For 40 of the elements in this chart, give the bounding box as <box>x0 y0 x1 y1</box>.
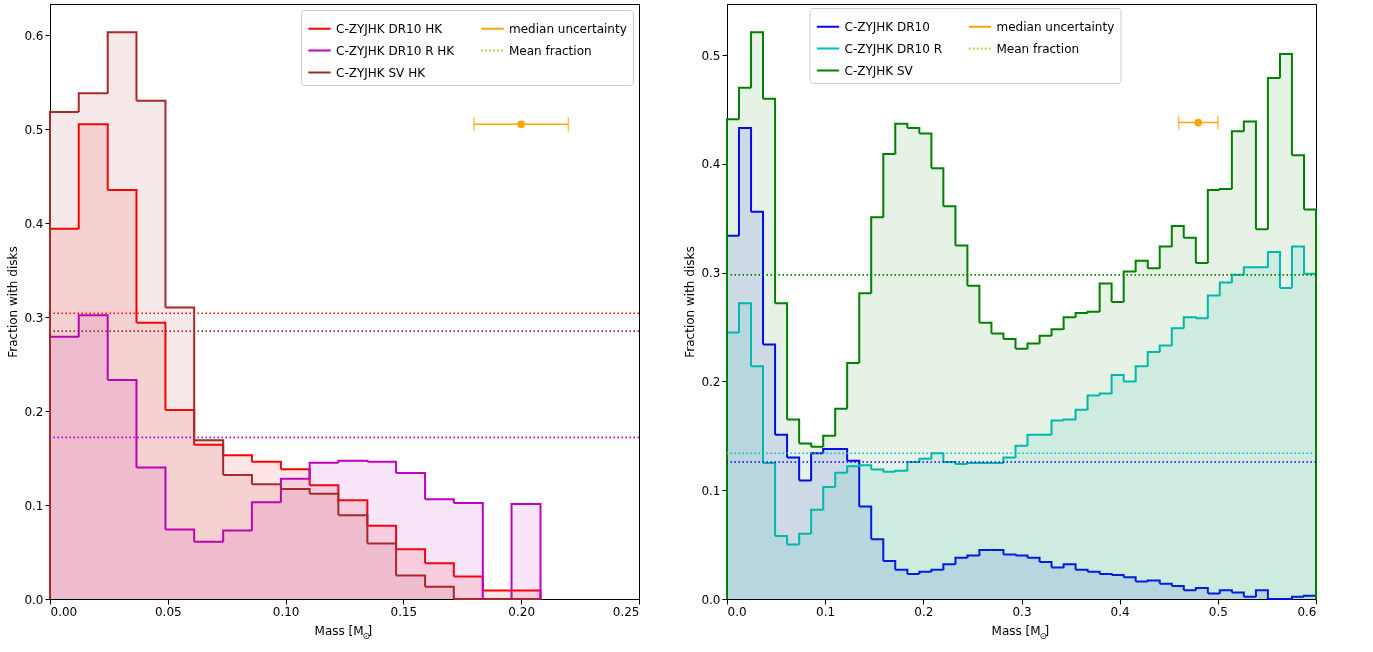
y-tick-label: 0.1 <box>24 498 44 513</box>
x-tick-label: 0.6 <box>1297 604 1317 619</box>
x-tick-label: 0.05 <box>154 604 182 619</box>
y-tick-label: 0.1 <box>701 483 721 498</box>
x-tick-label: 0.20 <box>508 604 536 619</box>
legend-label: C-ZYJHK DR10 R HK <box>336 43 456 58</box>
y-tick-label: 0.3 <box>24 310 44 325</box>
x-tick-label: 0.25 <box>612 604 640 619</box>
y-tick-label: 0.3 <box>701 266 721 281</box>
y-tick-label: 0.4 <box>24 216 44 231</box>
x-axis-title: Mass [M⊙] <box>991 624 1050 641</box>
y-tick-label: 0.4 <box>701 157 721 172</box>
legend-label: median uncertainty <box>509 21 627 36</box>
x-tick-label: 0.5 <box>1208 604 1228 619</box>
legend-label: Mean fraction <box>509 43 592 58</box>
y-tick-label: 0.2 <box>701 374 721 389</box>
legend-label: Mean fraction <box>996 41 1080 56</box>
x-tick-label: 0.3 <box>1012 604 1032 619</box>
y-tick-label: 0.5 <box>701 48 721 63</box>
y-tick-label: 0.2 <box>24 404 44 419</box>
y-axis-title: Fraction with disks <box>6 246 21 358</box>
x-tick-label: 0.1 <box>816 604 836 619</box>
legend-label: C-ZYJHK DR10 HK <box>336 21 444 36</box>
y-tick-label: 0.6 <box>24 28 44 43</box>
legend-label: C-ZYJHK SV <box>844 63 914 78</box>
legend-label: C-ZYJHK SV HK <box>336 65 427 80</box>
legend-label: median uncertainty <box>996 19 1115 34</box>
y-axis-title: Fraction with disks <box>683 246 698 358</box>
x-tick-label: 0.2 <box>914 604 934 619</box>
x-tick-label: 0.10 <box>272 604 300 619</box>
x-tick-label: 0.4 <box>1110 604 1130 619</box>
x-tick-label: 0.0 <box>727 604 747 619</box>
x-axis-title: Mass [M⊙] <box>314 624 373 641</box>
y-tick-label: 0.0 <box>701 592 721 607</box>
legend-label: C-ZYJHK DR10 <box>844 19 930 34</box>
y-tick-label: 0.5 <box>24 122 44 137</box>
x-tick-label: 0.15 <box>390 604 418 619</box>
y-tick-label: 0.0 <box>24 592 44 607</box>
x-tick-label: 0.00 <box>50 604 78 619</box>
legend-label: C-ZYJHK DR10 R <box>844 41 943 56</box>
